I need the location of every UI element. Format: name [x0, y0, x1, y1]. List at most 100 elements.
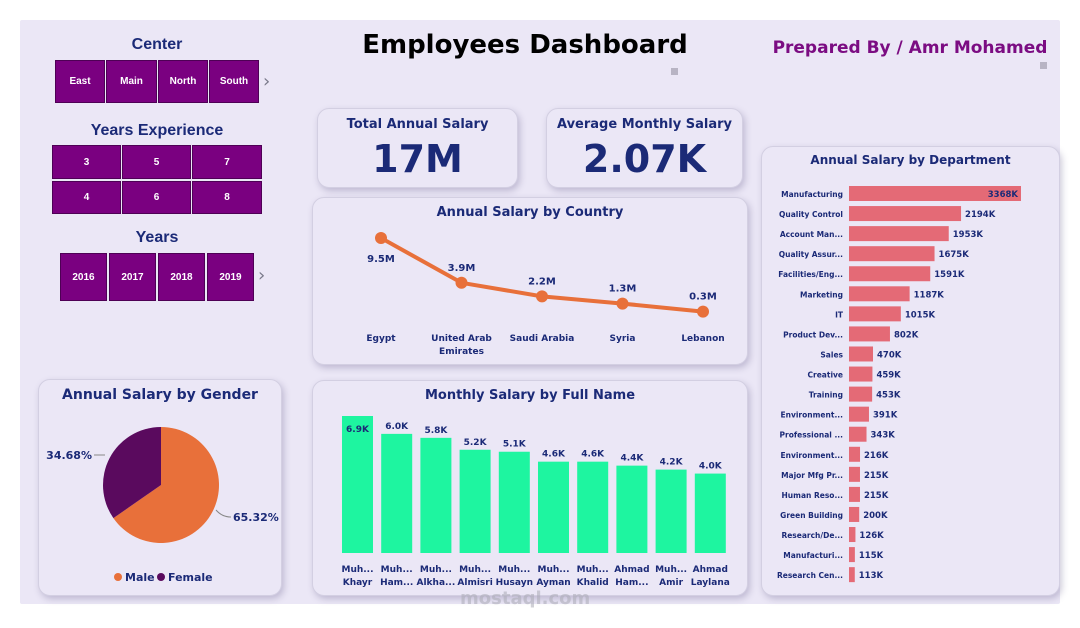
category-label: Husayn [496, 578, 533, 588]
category-label: Muh... [655, 565, 687, 575]
data-label: 216K [864, 451, 889, 461]
bar [849, 527, 856, 543]
category-label: Lebanon [681, 334, 724, 344]
category-label: Syria [610, 334, 636, 344]
bar [655, 469, 687, 553]
data-label: 1591K [934, 270, 965, 280]
category-label: Creative [808, 371, 843, 380]
bar [849, 306, 901, 322]
bar [381, 433, 413, 553]
data-label: 6.0K [385, 422, 409, 432]
category-label: Muh... [498, 565, 530, 575]
year-option-2017[interactable]: 2017 [109, 253, 156, 301]
bar [849, 206, 962, 222]
category-label: Muh... [381, 565, 413, 575]
bar [849, 547, 855, 563]
year-option-2018[interactable]: 2018 [158, 253, 205, 301]
experience-option-3[interactable]: 3 [52, 145, 121, 179]
category-label: Training [809, 391, 843, 400]
category-label: Saudi Arabia [510, 334, 575, 344]
category-label: Ahmad [614, 565, 649, 575]
data-label: 802K [894, 330, 919, 340]
category-label: Major Mfg Pr... [781, 471, 843, 480]
category-label: Muh... [577, 565, 609, 575]
bar [849, 326, 890, 342]
experience-option-5[interactable]: 5 [122, 145, 191, 179]
data-label: 4.2K [660, 458, 684, 468]
bar [616, 465, 648, 553]
bar [849, 567, 855, 583]
category-label: Muh... [341, 565, 373, 575]
chart-title: Annual Salary by Department [810, 153, 1011, 167]
watermark: mostaql.com [460, 588, 591, 609]
kpi-value: 2.07K [582, 137, 707, 181]
experience-option-4[interactable]: 4 [52, 181, 121, 214]
category-label: Muh... [420, 565, 452, 575]
category-label: Environment... [781, 411, 844, 420]
category-label: Egypt [366, 334, 396, 344]
bar [849, 366, 873, 382]
experience-option-7[interactable]: 7 [192, 145, 262, 179]
experience-option-8[interactable]: 8 [192, 181, 262, 214]
data-label: 1187K [914, 290, 945, 300]
bar [849, 386, 873, 402]
leader-line [215, 509, 232, 518]
data-label: 3368K [988, 190, 1019, 200]
category-label: Sales [820, 350, 843, 359]
category-label: Professional ... [780, 431, 844, 440]
category-label: Almisri [457, 578, 492, 588]
chart-title: Annual Salary by Country [436, 205, 624, 220]
data-label: 470K [877, 350, 902, 360]
data-label: 9.5M [367, 254, 395, 265]
bar [498, 451, 530, 553]
data-label: 2.2M [528, 276, 556, 287]
chevron-right-icon[interactable]: › [258, 265, 266, 286]
center-option-north[interactable]: North [158, 60, 208, 103]
kpi-label: Total Annual Salary [346, 117, 489, 132]
data-label: 4.6K [581, 450, 605, 460]
data-label: 215K [864, 471, 889, 481]
bar [849, 246, 935, 262]
data-label: 3.9M [448, 263, 476, 274]
prepared-by-label: Prepared By / Amr Mohamed [772, 38, 1048, 58]
bar [849, 426, 867, 442]
data-point [536, 290, 548, 303]
data-point [455, 276, 468, 289]
data-label: 215K [864, 491, 889, 501]
experience-slicer-title: Years Experience [90, 122, 224, 139]
category-label: Laylana [691, 578, 730, 588]
data-label: 343K [871, 431, 896, 441]
bar [420, 437, 452, 553]
country-line-chart: 9.5M Egypt 3.9M United Arab Emirates 2.2M Saud… [366, 232, 725, 357]
bar [849, 486, 860, 502]
bar [694, 473, 726, 553]
bar [342, 416, 373, 553]
kpi-label: Average Monthly Salary [556, 117, 733, 132]
category-label: Research/De... [781, 531, 843, 540]
data-label: 453K [876, 391, 901, 401]
center-option-east[interactable]: East [55, 60, 105, 103]
chevron-right-icon[interactable]: › [263, 71, 271, 92]
data-label: 1953K [953, 230, 984, 240]
category-label: Green Building [780, 511, 843, 520]
category-label: Khalid [577, 578, 609, 588]
page-title: Employees Dashboard [362, 30, 688, 60]
category-label: Amir [659, 578, 683, 588]
category-label: Quality Control [779, 210, 843, 219]
center-option-south[interactable]: South [209, 60, 259, 103]
category-label: Khayr [343, 578, 373, 588]
kpi-value: 17M [372, 137, 463, 181]
legend-male-icon [114, 573, 122, 581]
data-label: 1015K [905, 310, 936, 320]
bar [849, 506, 860, 522]
bar [849, 346, 874, 362]
year-option-2016[interactable]: 2016 [60, 253, 107, 301]
category-label: Quality Assur... [779, 250, 843, 259]
category-label: Marketing [800, 290, 843, 299]
experience-option-6[interactable]: 6 [122, 181, 191, 214]
gender-pie-chart: 65.32% 34.68% Male Female [46, 427, 279, 584]
pie-label-female: 34.68% [46, 449, 92, 462]
year-option-2019[interactable]: 2019 [207, 253, 254, 301]
center-option-main[interactable]: Main [106, 60, 157, 103]
average-monthly-salary-card: Average Monthly Salary 2.07K [546, 108, 743, 188]
